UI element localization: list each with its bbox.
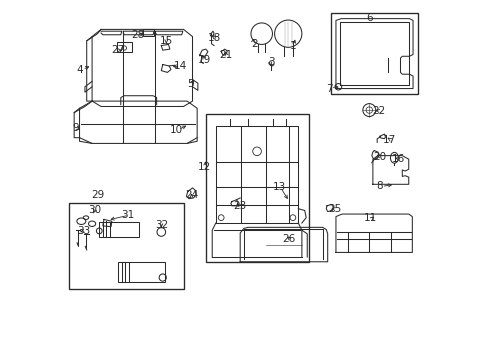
Text: 1: 1 — [289, 41, 296, 50]
Text: 14: 14 — [173, 61, 186, 71]
Text: 22: 22 — [371, 106, 385, 116]
Bar — [143, 30, 154, 36]
Text: 9: 9 — [73, 123, 79, 133]
Bar — [99, 222, 139, 237]
Text: 32: 32 — [154, 220, 167, 230]
Text: 2: 2 — [250, 39, 257, 49]
Bar — [330, 13, 418, 94]
Text: 3: 3 — [267, 57, 274, 67]
Text: 19: 19 — [197, 55, 210, 65]
Text: 15: 15 — [160, 36, 173, 46]
Bar — [69, 203, 183, 289]
Text: 28: 28 — [131, 30, 144, 40]
Text: 30: 30 — [88, 206, 101, 216]
Text: 33: 33 — [77, 226, 90, 236]
Text: 26: 26 — [282, 234, 295, 244]
Text: 24: 24 — [184, 190, 198, 200]
Bar — [118, 262, 164, 282]
Text: 31: 31 — [121, 210, 134, 220]
Text: 8: 8 — [376, 181, 383, 192]
Text: 29: 29 — [91, 190, 104, 200]
Text: 21: 21 — [219, 50, 232, 60]
Text: 4: 4 — [76, 64, 82, 75]
Text: 13: 13 — [272, 182, 285, 192]
Text: 27: 27 — [111, 45, 124, 55]
Text: 23: 23 — [233, 201, 246, 211]
Text: 7: 7 — [326, 84, 332, 94]
Text: 25: 25 — [327, 204, 341, 215]
Bar — [117, 41, 132, 51]
Text: 20: 20 — [373, 152, 386, 162]
Text: 11: 11 — [364, 213, 377, 222]
Text: 17: 17 — [382, 135, 396, 145]
Bar — [205, 114, 308, 262]
Text: 10: 10 — [169, 125, 183, 135]
Text: 5: 5 — [187, 79, 194, 89]
Text: 6: 6 — [365, 13, 372, 23]
Text: 16: 16 — [391, 154, 405, 164]
Text: 12: 12 — [197, 162, 210, 172]
Text: 18: 18 — [207, 33, 220, 43]
